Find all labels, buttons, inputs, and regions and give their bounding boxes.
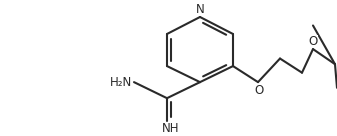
Text: NH: NH	[162, 122, 180, 135]
Text: O: O	[308, 35, 318, 48]
Text: O: O	[254, 84, 264, 97]
Text: H₂N: H₂N	[110, 76, 132, 89]
Text: N: N	[195, 3, 204, 16]
